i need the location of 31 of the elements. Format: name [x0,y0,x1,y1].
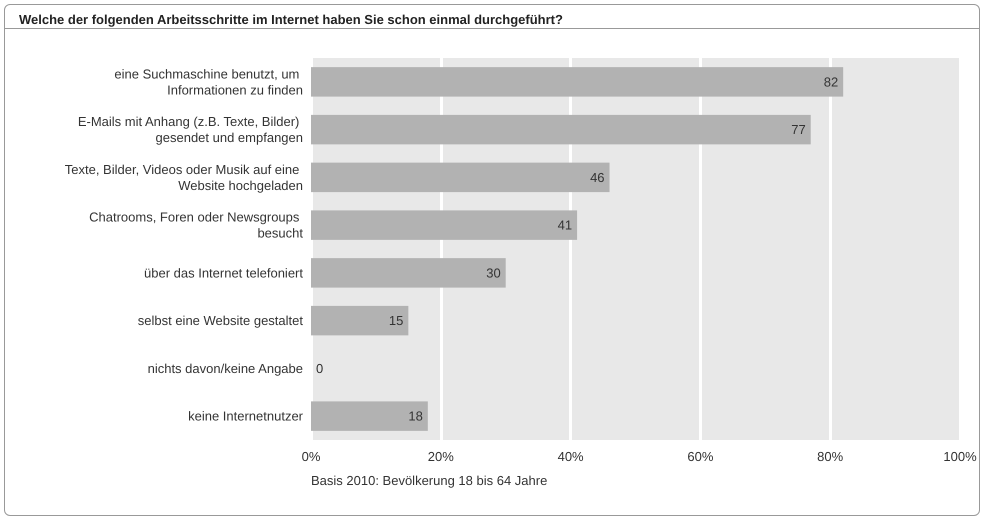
text: Basis 2010: Bevölkerung 18 bis 64 Jahre [311,473,548,488]
y-tick-label: E-Mails mit Anhang (z.B. Texte, Bilder) gesendet und empfangen [78,114,303,146]
data-label: 46 [590,170,605,185]
chart-title: Welche der folgenden Arbeitsschritte im Internet haben Sie schon einmal durchgeführt? [19,12,563,27]
bar [311,114,811,144]
data-label: 15 [388,313,404,328]
x-tick-label: 60% [687,449,714,464]
data-label: 18 [408,408,423,424]
data-label: 77 [791,122,806,138]
bar [311,67,844,97]
x-tick-label: 0% [302,449,321,464]
x-tick-label: 40% [558,449,584,464]
data-label: 0 [316,360,324,376]
bar [311,306,408,336]
bar [311,162,610,192]
y-tick-label: eine Suchmaschine benutzt, um Informationen zu finden [114,66,303,98]
y-tick-label: selbst eine Website gestaltet [138,313,304,328]
data-label: 30 [486,265,501,280]
x-tick-label: 80% [817,449,844,464]
bar [311,401,428,431]
x-tick-label: 20% [428,449,454,464]
x-tick-label: 100% [943,449,978,464]
y-tick-label: keine Internetnutzer [188,408,304,424]
y-tick-label: über das Internet telefoniert [144,265,304,280]
y-tick-label: Chatrooms, Foren oder Newsgroups besucht [89,210,304,241]
y-tick-label: nichts davon/keine Angabe [148,360,303,376]
bar [311,258,506,288]
data-label: 82 [824,74,838,90]
data-label: 41 [558,218,572,233]
y-tick-label: Texte, Bilder, Videos oder Musik auf eine Website hochgeladen [64,162,303,193]
bar [311,210,578,240]
